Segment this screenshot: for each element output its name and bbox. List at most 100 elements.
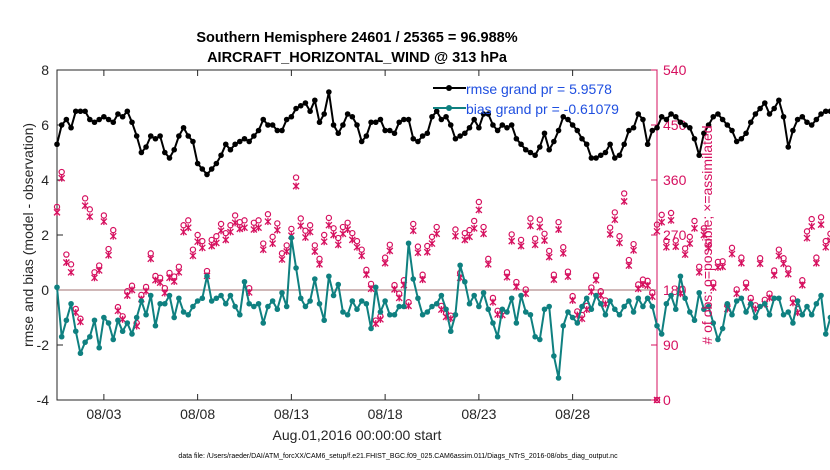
rmse-point	[597, 152, 604, 159]
legend-rmse-text: rmse grand pr = 5.9578	[466, 81, 612, 97]
obs-assimilated-marker	[625, 262, 633, 270]
obs-assimilated-marker	[105, 251, 113, 259]
obs-assimilated-marker	[353, 243, 361, 251]
rmse-point	[522, 146, 529, 153]
obs-assimilated-marker	[175, 268, 183, 276]
bias-point	[537, 336, 543, 343]
rmse-point	[672, 113, 679, 120]
bias-point	[808, 311, 815, 318]
bias-point	[105, 320, 112, 326]
obs-assimilated-marker	[705, 244, 713, 252]
y-tick-label: 6	[41, 117, 49, 133]
obs-assimilated-marker	[109, 232, 117, 240]
obs-assimilated-marker	[555, 226, 563, 233]
obs-assimilated-marker	[541, 237, 548, 244]
rmse-point	[105, 116, 112, 123]
rmse-point	[494, 127, 501, 134]
bias-point	[227, 292, 234, 299]
bias-point	[508, 295, 515, 302]
bias-point	[546, 303, 552, 310]
rmse-point	[415, 138, 421, 145]
bias-point	[447, 328, 454, 335]
rmse-point	[687, 124, 693, 131]
obs-assimilated-marker	[386, 247, 394, 255]
rmse-point	[579, 135, 585, 142]
obs-assimilated-marker	[226, 228, 234, 236]
obs-possible-marker	[672, 237, 679, 244]
rmse-point	[780, 113, 787, 120]
rmse-point	[101, 113, 107, 120]
bias-point	[326, 273, 332, 280]
obs-possible-marker	[386, 241, 394, 248]
bias-point	[485, 306, 492, 313]
bias-point	[58, 333, 65, 340]
bias-point	[354, 306, 360, 313]
obs-assimilated-marker	[526, 222, 534, 230]
bias-point	[260, 320, 267, 326]
bias-point	[190, 303, 196, 310]
y-tick-label: 4	[41, 172, 49, 188]
obs-possible-marker	[775, 246, 783, 253]
rmse-point	[480, 111, 487, 117]
bias-point	[307, 298, 313, 304]
obs-possible-marker	[470, 217, 478, 225]
bias-point	[696, 289, 702, 296]
rmse-point	[396, 119, 402, 126]
bias-point	[77, 350, 84, 357]
bias-point	[433, 300, 440, 307]
bias-point	[724, 300, 731, 307]
rmse-point	[574, 127, 581, 134]
bias-point	[504, 309, 510, 315]
bias-point	[738, 295, 745, 302]
bias-point	[344, 311, 351, 318]
bias-point	[87, 333, 93, 340]
bias-point	[321, 317, 327, 324]
rmse-point	[358, 138, 365, 145]
bias-point	[630, 309, 637, 315]
obs-assimilated-marker	[231, 219, 239, 227]
obs-assimilated-marker	[156, 279, 164, 287]
obs-assimilated-marker	[423, 248, 431, 256]
rmse-point	[626, 127, 632, 134]
bias-point	[729, 311, 735, 318]
bias-point	[218, 292, 224, 299]
obs-possible-marker	[344, 219, 351, 226]
obs-assimilated-marker	[325, 221, 333, 229]
rmse-point	[222, 141, 229, 148]
obs-assimilated-marker	[212, 239, 220, 247]
bias-point	[452, 311, 459, 318]
bias-point	[185, 311, 192, 318]
obs-assimilated-marker	[269, 240, 277, 248]
obs-assimilated-marker	[653, 227, 661, 235]
y2-tick-label: 360	[663, 172, 687, 188]
obs-possible-marker	[194, 231, 201, 239]
bias-point	[719, 325, 726, 332]
bias-point	[396, 303, 402, 310]
obs-assimilated-marker	[53, 208, 61, 216]
rmse-point	[691, 135, 698, 142]
bias-point	[626, 298, 632, 304]
bias-point	[612, 306, 618, 313]
rmse-point	[162, 149, 168, 156]
bias-point	[377, 309, 384, 315]
obs-assimilated-marker	[241, 224, 248, 232]
obs-possible-marker	[527, 215, 534, 222]
rmse-point	[185, 133, 192, 139]
y-axis-label: rmse and bias (model - observation)	[20, 123, 36, 347]
obs-assimilated-marker	[695, 268, 703, 276]
obs-assimilated-marker	[395, 294, 403, 302]
bias-point	[147, 292, 154, 299]
obs-assimilated-marker	[433, 230, 441, 238]
bias-point	[237, 311, 243, 318]
bias-point	[527, 311, 534, 318]
obs-assimilated-marker	[461, 236, 469, 244]
bias-point	[72, 328, 79, 335]
rmse-point	[822, 108, 829, 115]
rmse-point	[213, 160, 220, 167]
obs-assimilated-marker	[344, 226, 352, 233]
obs-assimilated-marker	[531, 241, 539, 249]
obs-assimilated-marker	[597, 292, 605, 299]
title-line2: AIRCRAFT_HORIZONTAL_WIND @ 313 hPa	[207, 50, 508, 66]
x-tick-label: 08/08	[180, 406, 215, 422]
obs-assimilated-marker	[611, 216, 619, 224]
